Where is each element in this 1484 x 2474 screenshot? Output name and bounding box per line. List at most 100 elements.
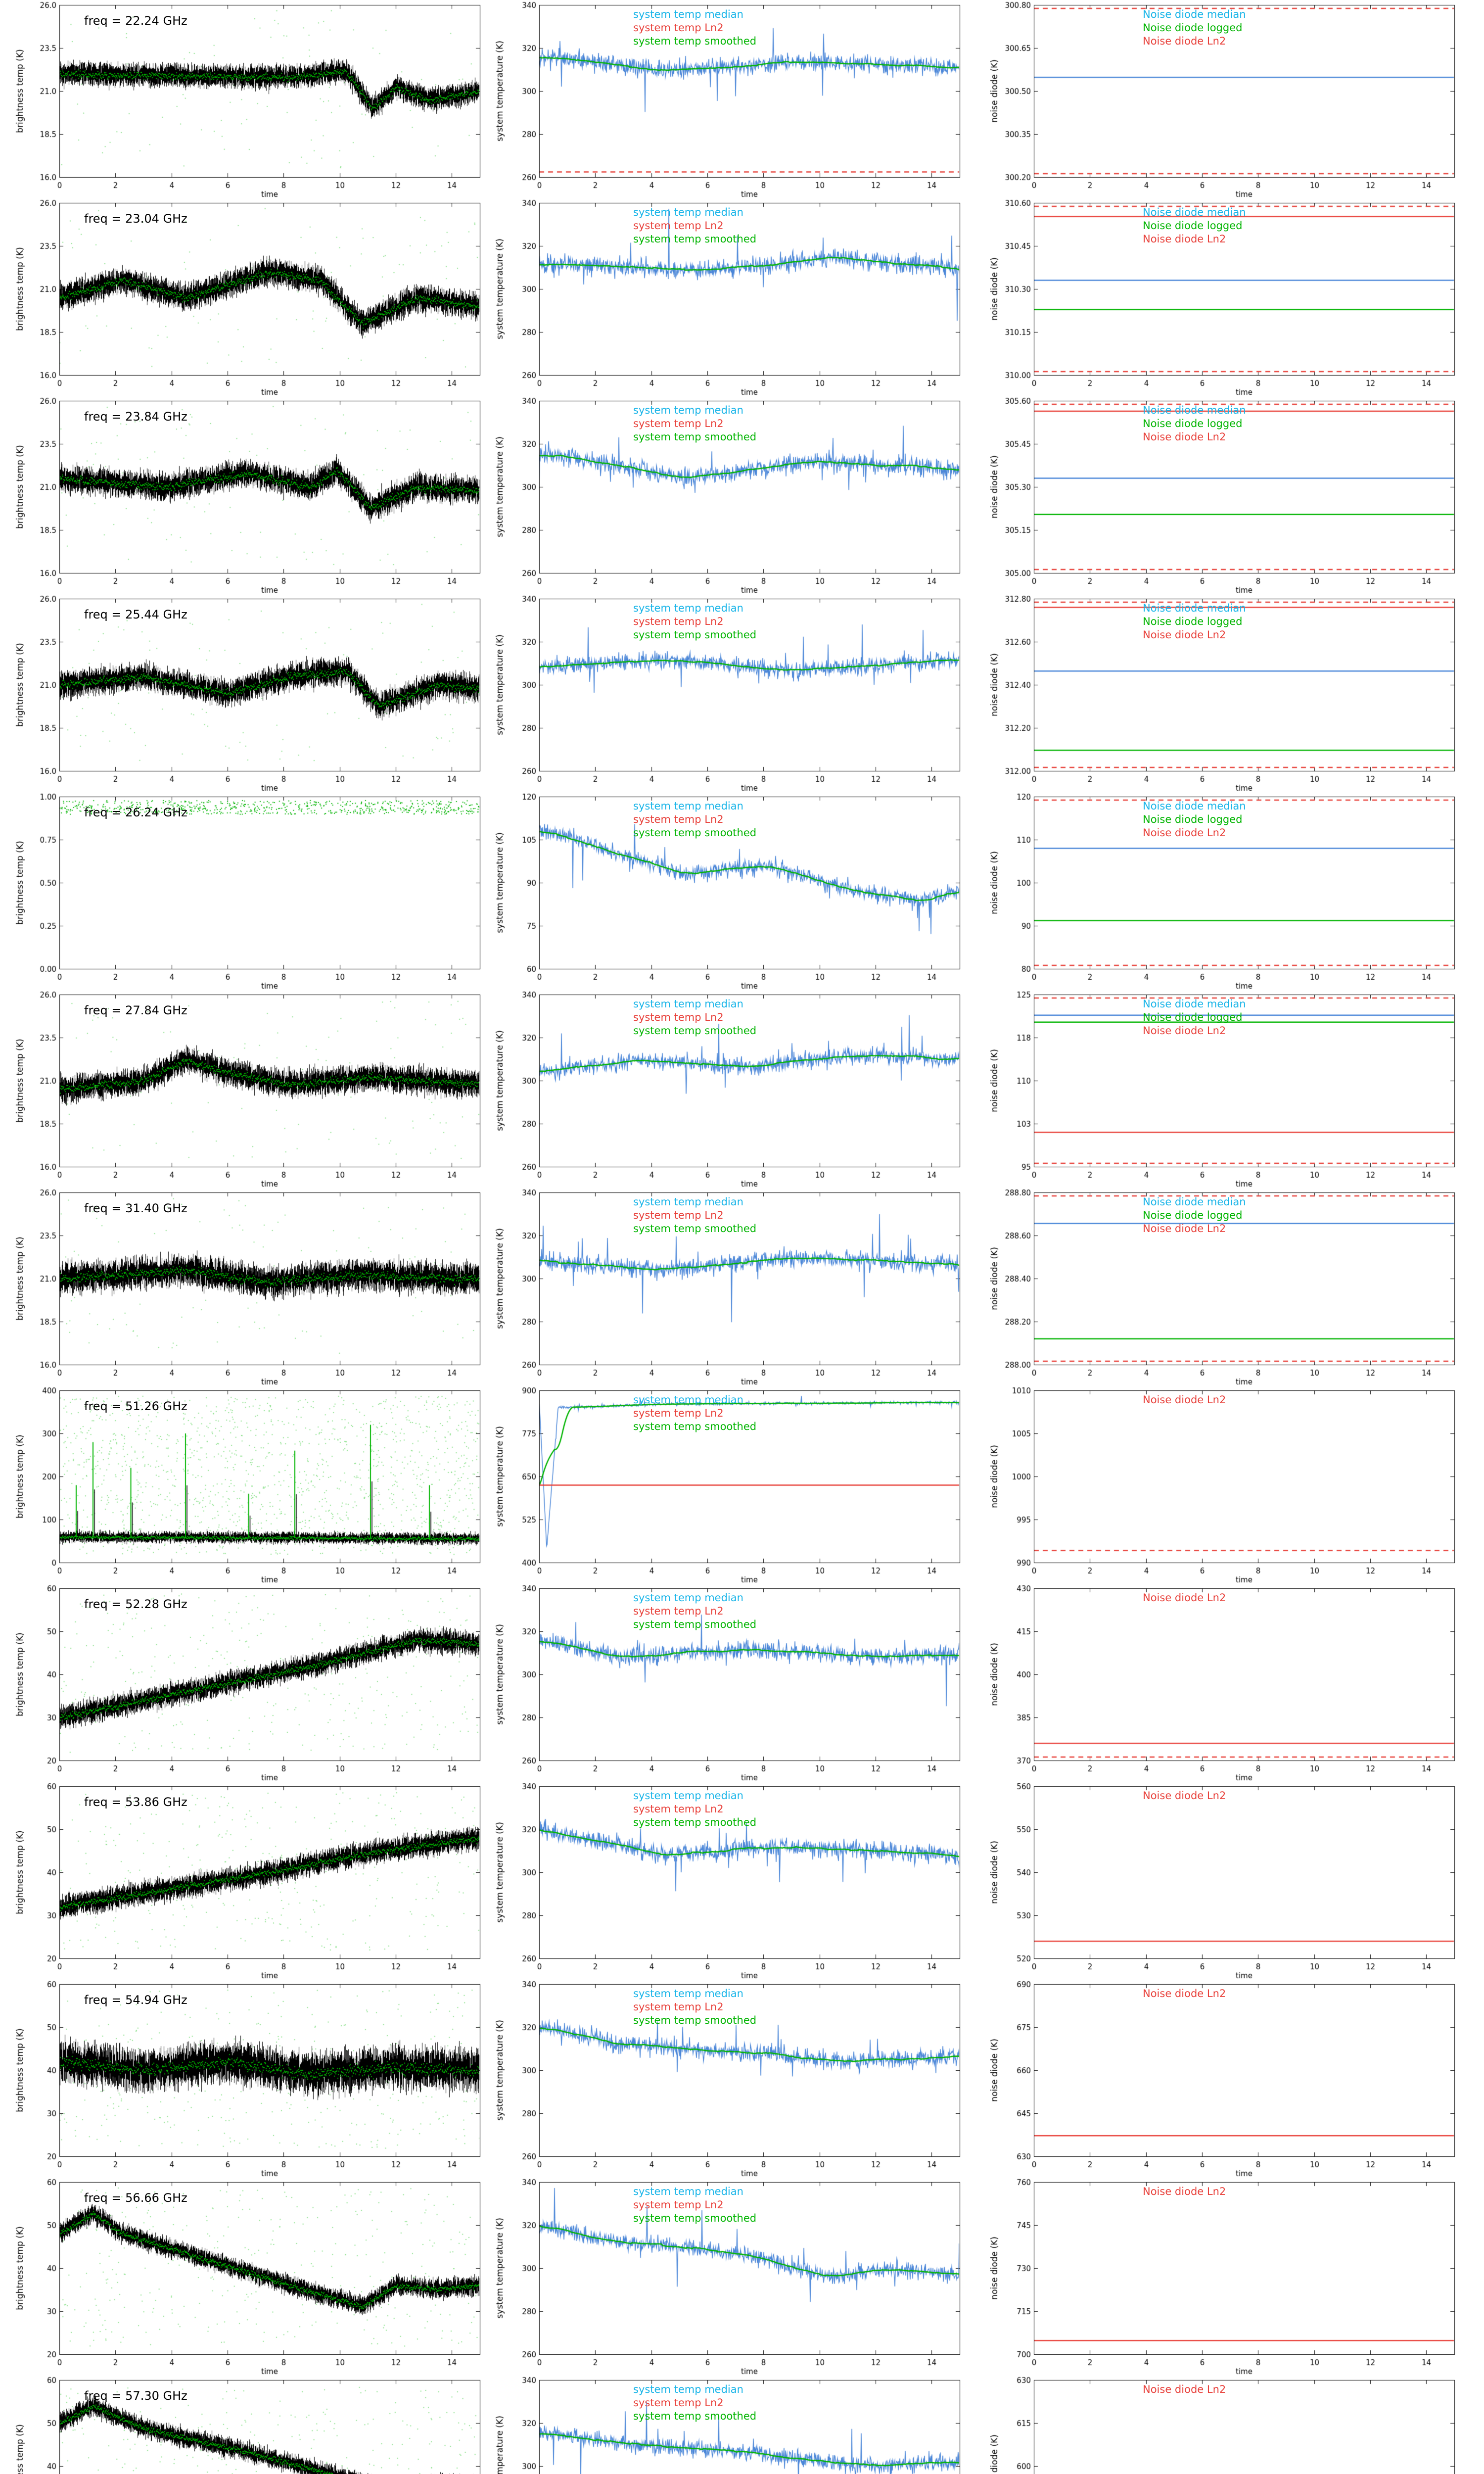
plot-canvas — [495, 991, 965, 1188]
freq-label: freq = 57.30 GHz — [84, 2389, 187, 2403]
plot-row: freq = 54.94 GHz system temp median system… — [0, 1979, 1484, 2177]
plot-row: freq = 22.24 GHz system temp median system… — [0, 0, 1484, 198]
diode-panel: Noise diode median Noise diode logged Nois… — [989, 1189, 1459, 1385]
freq-label: freq = 53.86 GHz — [84, 1795, 187, 1809]
legend-item: system temp smoothed — [633, 1421, 757, 1432]
plot-canvas — [495, 793, 965, 990]
legend-item: system temp median — [633, 602, 743, 614]
diode-panel: Noise diode median Noise diode logged Nois… — [989, 595, 1459, 792]
legend-item: system temp Ln2 — [633, 1605, 724, 1617]
plot-legend: Noise diode median Noise diode logged Nois… — [1143, 8, 1246, 48]
legend-item: Noise diode Ln2 — [1143, 2186, 1226, 2197]
plot-legend: Noise diode Ln2 — [1143, 1789, 1226, 1803]
plot-row: freq = 57.30 GHz system temp median system… — [0, 2375, 1484, 2474]
brightness-panel: freq = 57.30 GHz — [15, 2376, 485, 2474]
diode-panel: Noise diode median Noise diode logged Nois… — [989, 991, 1459, 1188]
plot-legend: system temp median system temp Ln2 system … — [633, 1393, 756, 1433]
legend-item: Noise diode median — [1143, 8, 1246, 20]
diode-panel: Noise diode median Noise diode logged Nois… — [989, 793, 1459, 990]
plot-legend: Noise diode median Noise diode logged Nois… — [1143, 206, 1246, 246]
plot-legend: Noise diode Ln2 — [1143, 2383, 1226, 2396]
plot-row: freq = 25.44 GHz system temp median system… — [0, 594, 1484, 792]
tsys-panel: system temp median system temp Ln2 system … — [495, 991, 965, 1188]
plot-row: freq = 56.66 GHz system temp median system… — [0, 2177, 1484, 2375]
plot-legend: Noise diode Ln2 — [1143, 1393, 1226, 1407]
diode-panel: Noise diode Ln2 — [989, 1980, 1459, 2177]
legend-item: system temp median — [633, 2186, 743, 2197]
plot-row: freq = 51.26 GHz system temp median system… — [0, 1385, 1484, 1583]
plot-row: freq = 53.86 GHz system temp median system… — [0, 1781, 1484, 1979]
legend-item: system temp smoothed — [633, 1618, 757, 1630]
plot-canvas — [15, 1980, 485, 2177]
plot-canvas — [495, 1980, 965, 2177]
brightness-panel: freq = 26.24 GHz — [15, 793, 485, 990]
brightness-panel: freq = 22.24 GHz — [15, 1, 485, 198]
plot-legend: system temp median system temp Ln2 system … — [633, 1987, 756, 2027]
plot-legend: system temp median system temp Ln2 system … — [633, 602, 756, 642]
legend-item: system temp median — [633, 8, 743, 20]
plot-canvas — [495, 397, 965, 594]
plot-canvas — [495, 2178, 965, 2375]
tsys-panel: system temp median system temp Ln2 system … — [495, 199, 965, 396]
freq-label: freq = 51.26 GHz — [84, 1399, 187, 1413]
legend-item: system temp median — [633, 1196, 743, 1208]
brightness-panel: freq = 51.26 GHz — [15, 1386, 485, 1583]
plot-canvas — [495, 1, 965, 198]
legend-item: Noise diode median — [1143, 1196, 1246, 1208]
legend-item: system temp median — [633, 998, 743, 1010]
plot-legend: system temp median system temp Ln2 system … — [633, 8, 756, 48]
brightness-panel: freq = 23.84 GHz — [15, 397, 485, 594]
legend-item: system temp median — [633, 1394, 743, 1406]
plot-legend: Noise diode median Noise diode logged Nois… — [1143, 800, 1246, 840]
legend-item: system temp median — [633, 800, 743, 812]
legend-item: system temp Ln2 — [633, 1803, 724, 1815]
freq-label: freq = 23.84 GHz — [84, 410, 187, 424]
tsys-panel: system temp median system temp Ln2 system … — [495, 2178, 965, 2375]
legend-item: system temp smoothed — [633, 2212, 757, 2224]
legend-item: system temp Ln2 — [633, 1011, 724, 1023]
legend-item: system temp smoothed — [633, 2410, 757, 2422]
plot-canvas — [495, 199, 965, 396]
plot-legend: Noise diode Ln2 — [1143, 2185, 1226, 2198]
plot-canvas — [989, 595, 1459, 792]
legend-item: system temp Ln2 — [633, 220, 724, 232]
brightness-panel: freq = 52.28 GHz — [15, 1584, 485, 1781]
legend-item: Noise diode median — [1143, 206, 1246, 218]
tsys-panel: system temp median system temp Ln2 system … — [495, 2376, 965, 2474]
legend-item: system temp smoothed — [633, 233, 757, 245]
plot-row: freq = 27.84 GHz system temp median system… — [0, 990, 1484, 1188]
brightness-panel: freq = 25.44 GHz — [15, 595, 485, 792]
plot-legend: Noise diode median Noise diode logged Nois… — [1143, 404, 1246, 444]
plot-row: freq = 31.40 GHz system temp median system… — [0, 1188, 1484, 1385]
legend-item: system temp Ln2 — [633, 22, 724, 34]
diode-panel: Noise diode Ln2 — [989, 2376, 1459, 2474]
plot-canvas — [15, 1189, 485, 1385]
tsys-panel: system temp median system temp Ln2 system … — [495, 1782, 965, 1979]
diode-panel: Noise diode Ln2 — [989, 1782, 1459, 1979]
plot-row: freq = 23.04 GHz system temp median system… — [0, 198, 1484, 396]
legend-item: Noise diode median — [1143, 602, 1246, 614]
freq-label: freq = 22.24 GHz — [84, 14, 187, 28]
plot-canvas — [495, 1189, 965, 1385]
tsys-panel: system temp median system temp Ln2 system … — [495, 1189, 965, 1385]
legend-item: system temp smoothed — [633, 1025, 757, 1037]
legend-item: system temp smoothed — [633, 2014, 757, 2026]
legend-item: Noise diode logged — [1143, 616, 1243, 627]
plot-canvas — [495, 2376, 965, 2474]
brightness-panel: freq = 54.94 GHz — [15, 1980, 485, 2177]
legend-item: Noise diode Ln2 — [1143, 2383, 1226, 2395]
plot-canvas — [989, 991, 1459, 1188]
legend-item: system temp smoothed — [633, 629, 757, 641]
diode-panel: Noise diode median Noise diode logged Nois… — [989, 397, 1459, 594]
tsys-panel: system temp median system temp Ln2 system … — [495, 793, 965, 990]
plot-legend: system temp median system temp Ln2 system … — [633, 206, 756, 246]
freq-label: freq = 23.04 GHz — [84, 212, 187, 226]
legend-item: Noise diode logged — [1143, 1011, 1243, 1023]
plot-canvas — [989, 1189, 1459, 1385]
diode-panel: Noise diode median Noise diode logged Nois… — [989, 1, 1459, 198]
plot-canvas — [15, 1, 485, 198]
legend-item: Noise diode Ln2 — [1143, 827, 1226, 839]
legend-item: system temp Ln2 — [633, 1407, 724, 1419]
plot-canvas — [989, 1584, 1459, 1781]
